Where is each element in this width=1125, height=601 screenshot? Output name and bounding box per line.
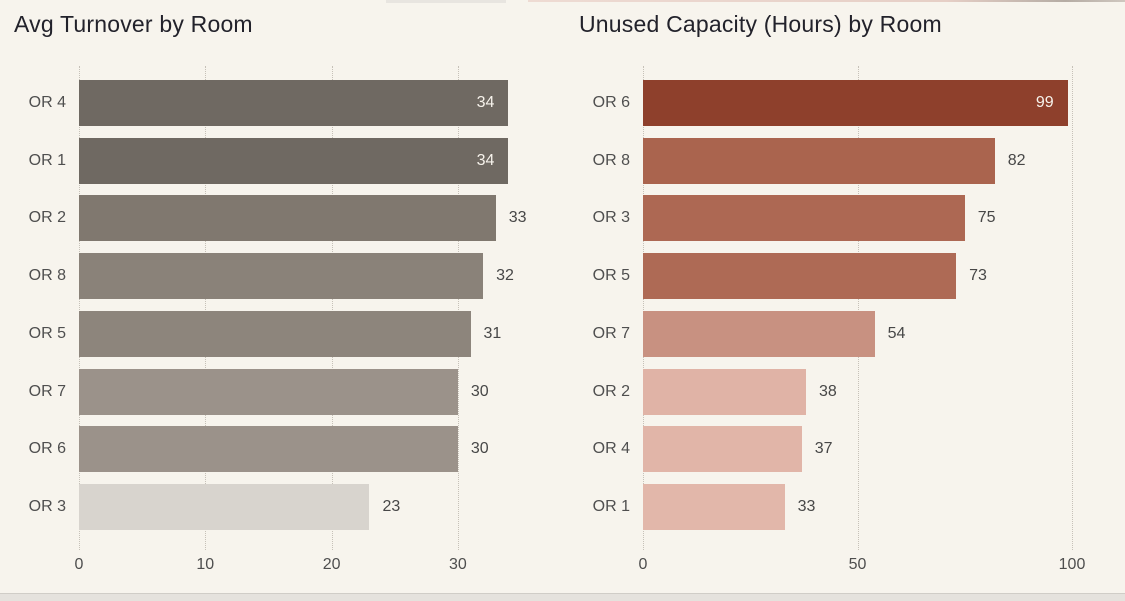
x-gridline — [79, 66, 80, 550]
top-edge-artifact-right — [528, 0, 1125, 2]
bar-value-label: 82 — [1007, 151, 1026, 169]
x-axis-tick-label: 10 — [196, 556, 215, 573]
x-gridline — [205, 66, 207, 550]
x-gridline — [457, 66, 459, 550]
bar-value-label: 99 — [1035, 94, 1054, 111]
category-label: OR 2 — [592, 382, 630, 400]
bar-mark[interactable] — [643, 483, 785, 530]
bar-value-label: 33 — [797, 497, 816, 515]
plot-area: 0 10 20 30 OR 4 34 OR 1 34 OR 2 33 OR 8 32 OR 5 31 OR … — [0, 0, 562, 601]
bottom-edge-strip — [0, 593, 1125, 601]
bar-mark[interactable] — [643, 368, 807, 415]
category-label: OR 6 — [28, 440, 66, 458]
bar-mark[interactable] — [643, 310, 875, 357]
x-axis-tick-label: 0 — [74, 556, 84, 573]
bar-value-label: 34 — [476, 94, 495, 111]
bar-mark[interactable] — [79, 426, 458, 473]
chart-unused-capacity-by-room: Unused Capacity (Hours) by Room 0 50 100 OR… — [565, 0, 1125, 601]
category-label: OR 6 — [592, 94, 630, 111]
bar-value-label: 34 — [476, 151, 495, 169]
bar-value-label: 37 — [814, 440, 833, 458]
bar-value-label: 23 — [382, 497, 401, 515]
bar-value-label: 73 — [969, 267, 987, 285]
bar-value-label: 31 — [483, 324, 502, 342]
bar-mark[interactable] — [643, 137, 995, 184]
bar-mark[interactable]: 99 — [643, 80, 1068, 126]
bar-value-label: 33 — [508, 209, 527, 227]
category-label: OR 8 — [28, 267, 66, 285]
x-axis-tick-label: 50 — [848, 556, 867, 573]
category-label: OR 1 — [592, 497, 630, 515]
bar-mark[interactable] — [79, 195, 496, 242]
category-label: OR 1 — [28, 151, 66, 169]
category-label: OR 3 — [592, 209, 630, 227]
bar-value-label: 75 — [977, 209, 996, 227]
bar-value-label: 54 — [887, 324, 906, 342]
bar-value-label: 30 — [470, 440, 489, 458]
x-axis-tick-label: 20 — [322, 556, 341, 573]
top-edge-artifact-left — [386, 0, 506, 3]
chart-avg-turnover-by-room: Avg Turnover by Room 0 10 20 30 OR 4 34 OR 1 34… — [0, 0, 562, 601]
bar-value-label: 38 — [819, 382, 837, 400]
category-label: OR 7 — [28, 382, 66, 400]
bar-mark[interactable] — [79, 253, 484, 300]
chart-title: Avg Turnover by Room — [14, 11, 253, 37]
bar-mark[interactable] — [79, 483, 370, 530]
category-label: OR 3 — [28, 497, 66, 515]
x-axis-tick-label: 0 — [638, 556, 648, 573]
bar-mark[interactable]: 34 — [79, 80, 509, 126]
category-label: OR 5 — [592, 267, 630, 285]
bar-value-label: 32 — [496, 267, 514, 285]
bar-value-label: 30 — [470, 382, 489, 400]
bar-mark[interactable] — [643, 195, 965, 242]
bar-mark[interactable] — [643, 253, 957, 300]
x-axis-tick-label: 100 — [1058, 556, 1086, 573]
bar-mark[interactable]: 34 — [79, 137, 509, 184]
x-gridline — [1072, 66, 1073, 550]
plot-area: 0 50 100 OR 6 99 OR 8 82 OR 3 75 OR 5 73 OR 7 54 OR 2… — [565, 0, 1125, 601]
x-gridline — [857, 66, 859, 550]
category-label: OR 2 — [28, 209, 66, 227]
category-label: OR 4 — [28, 94, 66, 111]
bar-mark[interactable] — [643, 426, 802, 473]
x-axis-tick-label: 30 — [448, 556, 467, 573]
category-label: OR 7 — [592, 324, 630, 342]
x-gridline — [331, 66, 333, 550]
chart-title: Unused Capacity (Hours) by Room — [579, 11, 942, 37]
category-label: OR 5 — [28, 324, 66, 342]
category-label: OR 8 — [592, 151, 630, 169]
x-gridline — [643, 66, 644, 550]
category-label: OR 4 — [592, 440, 630, 458]
bar-mark[interactable] — [79, 368, 458, 415]
bar-mark[interactable] — [79, 310, 471, 357]
